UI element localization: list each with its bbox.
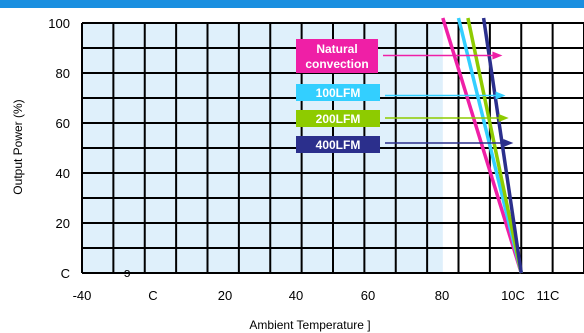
x-tick-label: 40 (289, 288, 303, 303)
x-tick-label: C (148, 288, 157, 303)
y-tick-label: 20 (56, 216, 70, 231)
label-text-1: 100LFM (316, 86, 361, 100)
y-tick-label: 40 (56, 166, 70, 181)
x-tick-label: 80 (435, 288, 449, 303)
arrow-head-2 (498, 114, 509, 122)
y-axis-title: Output Power (%) (11, 99, 25, 194)
stray-mark: ɔ (124, 265, 131, 280)
x-tick-label: -40 (73, 288, 92, 303)
x-axis-title: Ambient Temperature ] (249, 318, 370, 332)
label-box-3 (296, 136, 380, 153)
y-tick-label: C (61, 266, 70, 281)
label-box-1 (296, 84, 380, 101)
arrow-head-1 (495, 91, 506, 100)
y-tick-label: 60 (56, 116, 70, 131)
arrow-head-3 (503, 139, 514, 147)
y-tick-label: 80 (56, 66, 70, 81)
x-tick-label: 60 (361, 288, 375, 303)
label-text-2: 200LFM (316, 112, 361, 126)
y-tick-label: 100 (48, 16, 70, 31)
series-line-0 (441, 17, 523, 274)
series-line-2 (466, 17, 523, 274)
arrow-head-0 (492, 51, 503, 60)
top-accent-bar (0, 0, 584, 8)
x-tick-label: 20 (218, 288, 232, 303)
label-text-3: 400LFM (316, 138, 361, 152)
x-tick-label: 10C (501, 288, 525, 303)
series-lines (441, 17, 523, 274)
label-text-0-line2: convection (305, 57, 368, 71)
label-box-0 (296, 39, 378, 73)
label-box-2 (296, 110, 380, 127)
x-tick-label: 11C (537, 288, 560, 303)
label-text-0: Natural (316, 42, 357, 56)
series-line-3 (481, 17, 523, 274)
